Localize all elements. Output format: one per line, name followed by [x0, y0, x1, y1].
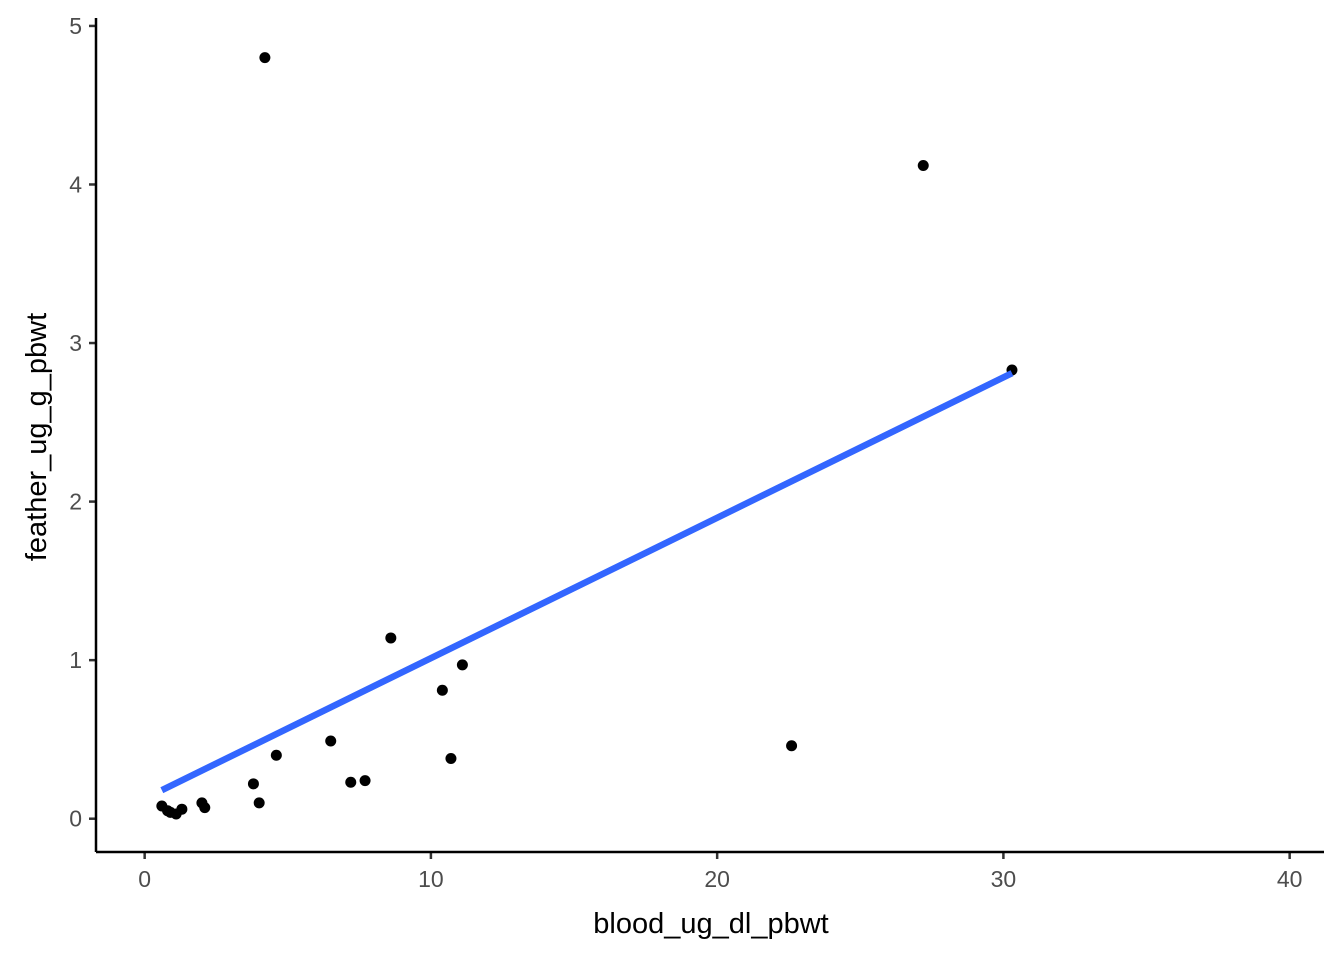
data-point: [199, 802, 211, 814]
x-tick-label: 40: [1277, 866, 1303, 892]
data-point: [445, 752, 457, 764]
data-point: [259, 52, 271, 64]
y-tick-label: 4: [69, 171, 82, 197]
x-tick-label: 20: [704, 866, 730, 892]
data-point: [359, 775, 371, 787]
y-axis-title: feather_ug_g_pbwt: [21, 313, 53, 561]
data-point: [247, 778, 259, 790]
x-tick-label: 0: [138, 866, 151, 892]
data-point: [270, 749, 282, 761]
x-tick-label: 30: [991, 866, 1017, 892]
data-point: [436, 684, 448, 696]
data-point: [253, 797, 265, 809]
y-tick-label: 1: [69, 647, 82, 673]
data-point: [786, 740, 798, 752]
data-point: [325, 735, 337, 747]
x-axis-title: blood_ug_dl_pbwt: [593, 908, 828, 940]
data-points: [156, 52, 1018, 820]
data-point: [176, 803, 188, 815]
y-tick-label: 0: [69, 806, 82, 832]
data-point: [345, 776, 357, 788]
data-point: [917, 159, 929, 171]
data-point: [456, 659, 468, 671]
x-tick-label: 10: [418, 866, 444, 892]
data-point: [385, 632, 397, 644]
y-tick-label: 3: [69, 330, 82, 356]
regression-line: [160, 370, 1014, 794]
y-tick-label: 5: [69, 13, 82, 39]
x-axis-ticks: 0 10 20 30 40: [138, 852, 1302, 892]
y-tick-label: 2: [69, 489, 82, 515]
y-axis-ticks: 0 1 2 3 4 5: [69, 13, 96, 832]
